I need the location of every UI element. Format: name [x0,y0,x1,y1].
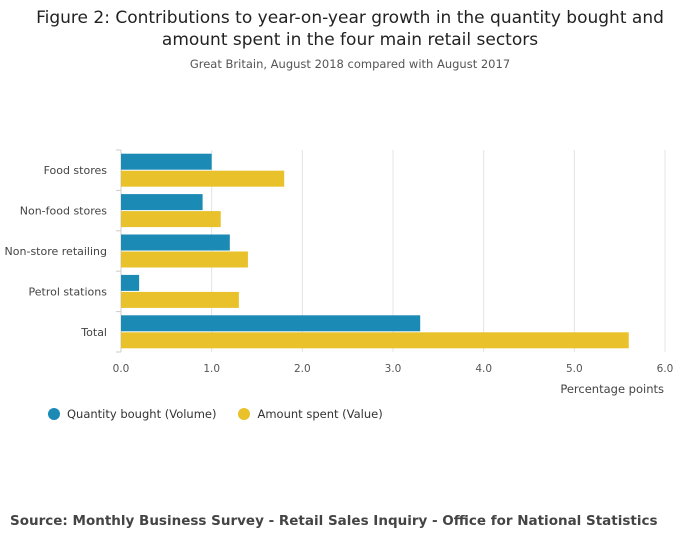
legend-label-volume: Quantity bought (Volume) [67,407,217,421]
legend-swatch-volume [48,408,60,420]
x-axis-title: Percentage points [560,382,664,396]
legend-swatch-value [238,408,251,420]
y-category-label: Total [80,326,107,339]
y-category-label: Petrol stations [29,285,108,298]
bar-volume [121,274,140,291]
bar-volume [121,315,421,332]
chart-subtitle: Great Britain, August 2018 compared with… [189,57,511,71]
x-tick-label: 2.0 [294,363,311,375]
y-category-label: Non-store retailing [5,245,107,258]
chart-title-line-2: amount spent in the four main retail sec… [161,30,539,50]
x-tick-label: 4.0 [475,363,492,375]
chart-title: Figure 2: Contributions to year-on-year … [0,7,700,51]
bar-value [121,170,285,187]
legend-item-volume[interactable]: Quantity bought (Volume) [48,407,216,421]
legend-label-value: Amount spent (Value) [257,407,383,421]
bar-value [121,211,221,228]
bar-volume [121,194,203,211]
x-tick-label: 6.0 [657,363,674,375]
y-category-label: Non-food stores [20,205,108,218]
y-category-label: Food stores [44,164,108,177]
bar-volume [121,153,212,170]
x-tick-label: 1.0 [203,363,220,375]
bar-volume [121,234,230,251]
bar-value [121,251,248,268]
bar-value [121,332,629,349]
x-tick-label: 3.0 [385,363,402,375]
x-tick-label: 5.0 [566,363,583,375]
legend-item-value[interactable]: Amount spent (Value) [238,407,383,421]
chart-legend: Quantity bought (Volume) Amount spent (V… [48,407,405,421]
chart-title-line-1: Figure 2: Contributions to year-on-year … [36,8,664,28]
x-tick-label: 0.0 [113,363,130,375]
bar-value [121,291,239,308]
source-note: Source: Monthly Business Survey - Retail… [10,513,658,529]
